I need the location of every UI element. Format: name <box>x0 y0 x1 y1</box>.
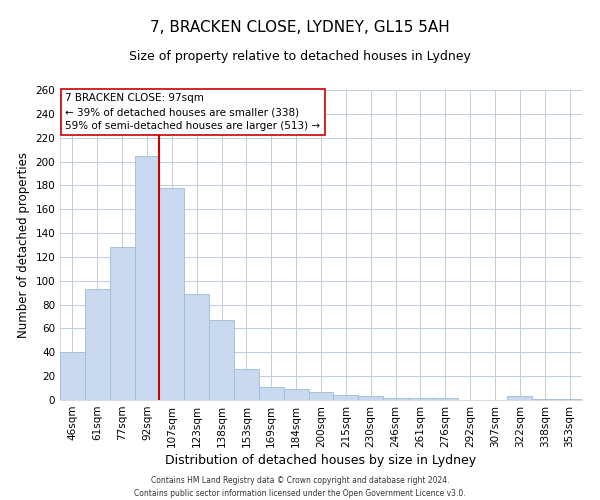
Bar <box>234 369 259 400</box>
Text: 7, BRACKEN CLOSE, LYDNEY, GL15 5AH: 7, BRACKEN CLOSE, LYDNEY, GL15 5AH <box>150 20 450 35</box>
Bar <box>160 188 184 400</box>
Bar <box>284 390 308 400</box>
Text: Size of property relative to detached houses in Lydney: Size of property relative to detached ho… <box>129 50 471 63</box>
Bar <box>358 396 383 400</box>
Bar <box>209 320 234 400</box>
X-axis label: Distribution of detached houses by size in Lydney: Distribution of detached houses by size … <box>166 454 476 467</box>
Bar <box>383 398 408 400</box>
Bar <box>508 396 532 400</box>
Bar <box>60 352 85 400</box>
Bar <box>557 399 582 400</box>
Text: 7 BRACKEN CLOSE: 97sqm
← 39% of detached houses are smaller (338)
59% of semi-de: 7 BRACKEN CLOSE: 97sqm ← 39% of detached… <box>65 93 320 131</box>
Y-axis label: Number of detached properties: Number of detached properties <box>17 152 30 338</box>
Bar <box>532 399 557 400</box>
Bar <box>85 289 110 400</box>
Bar <box>408 398 433 400</box>
Bar <box>134 156 160 400</box>
Bar <box>259 387 284 400</box>
Bar <box>110 248 134 400</box>
Text: Contains HM Land Registry data © Crown copyright and database right 2024.
Contai: Contains HM Land Registry data © Crown c… <box>134 476 466 498</box>
Bar <box>184 294 209 400</box>
Bar <box>334 395 358 400</box>
Bar <box>308 392 334 400</box>
Bar <box>433 398 458 400</box>
